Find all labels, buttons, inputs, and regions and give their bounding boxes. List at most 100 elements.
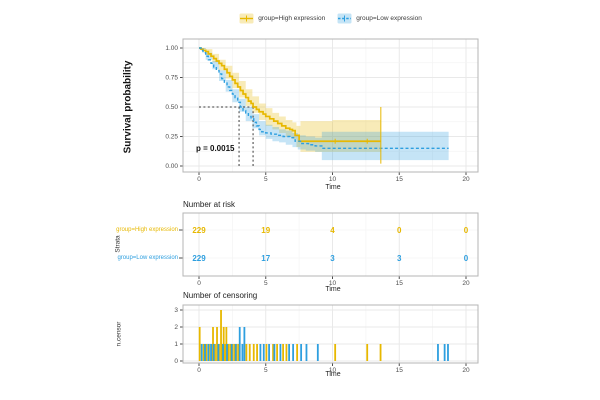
censor-bar-high bbox=[265, 344, 268, 361]
censor-bar-low bbox=[316, 344, 319, 361]
censor-bar-high bbox=[252, 344, 255, 361]
cen-ytick-label: 1 bbox=[174, 341, 178, 348]
censor-bar-high bbox=[229, 344, 232, 361]
censor-bar-low bbox=[226, 344, 228, 361]
censor-bar-high bbox=[227, 344, 230, 361]
censor-bar-low bbox=[207, 344, 210, 361]
main-ytick-label: 0.75 bbox=[165, 75, 178, 82]
main-ytick-label: 0.00 bbox=[165, 163, 178, 170]
risk-xtick-label: 10 bbox=[329, 280, 337, 287]
ci-band-high bbox=[199, 48, 381, 152]
censor-bar-low bbox=[217, 344, 220, 361]
cen-ytick-label: 0 bbox=[174, 358, 178, 365]
censor-bar-low bbox=[443, 344, 446, 361]
risk-count: 4 bbox=[330, 226, 335, 235]
strata-axis-label: Strata bbox=[114, 235, 122, 253]
risk-x-axis-label: Time bbox=[325, 286, 341, 293]
censor-bar-high bbox=[220, 310, 222, 361]
censor-bar-low bbox=[447, 344, 449, 361]
legend: group=High expression group=Low expressi… bbox=[183, 13, 478, 24]
risk-xtick-label: 0 bbox=[197, 280, 201, 287]
censor-bar-low bbox=[234, 344, 237, 361]
censor-bar-low bbox=[200, 344, 203, 361]
cen-xtick-label: 5 bbox=[264, 367, 268, 374]
main-xtick-label: 20 bbox=[462, 176, 470, 183]
main-xtick-label: 10 bbox=[329, 176, 337, 183]
risk-count: 3 bbox=[397, 254, 402, 263]
risk-xtick-label: 20 bbox=[462, 280, 470, 287]
legend-label-high: group=High expression bbox=[258, 15, 326, 22]
legend-key-low-icon bbox=[337, 13, 352, 24]
censor-bar-low bbox=[262, 344, 265, 361]
main-panel-border bbox=[182, 38, 479, 173]
censor-bar-high bbox=[282, 344, 285, 361]
risk-xtick-label: 15 bbox=[396, 280, 404, 287]
risk-xtick-label: 5 bbox=[264, 280, 268, 287]
censor-bar-low bbox=[305, 344, 308, 361]
risk-row-label-high: group=High expression bbox=[116, 227, 178, 233]
cen-xtick-label: 0 bbox=[197, 367, 201, 374]
censor-bar-high bbox=[272, 344, 274, 361]
legend-item-low: group=Low expression bbox=[337, 13, 422, 24]
main-xtick-label: 0 bbox=[197, 176, 201, 183]
censor-bar-low bbox=[279, 344, 282, 361]
censor-bar-high bbox=[233, 344, 236, 361]
censor-bar-high bbox=[296, 344, 299, 361]
censor-bar-high bbox=[379, 344, 382, 361]
censor-x-axis-label: Time bbox=[325, 371, 341, 378]
risk-count: 0 bbox=[397, 226, 402, 235]
risk-panel-border bbox=[182, 212, 479, 277]
censor-bar-low bbox=[210, 344, 212, 361]
censor-bar-low bbox=[273, 344, 276, 361]
cen-xtick-label: 20 bbox=[462, 367, 470, 374]
risk-count: 229 bbox=[192, 226, 206, 235]
censor-bar-high bbox=[366, 344, 369, 361]
risk-panel-bg bbox=[183, 213, 478, 276]
censor-bar-high bbox=[214, 344, 216, 361]
main-x-axis-label: Time bbox=[325, 184, 341, 191]
cen-panel-border bbox=[182, 304, 479, 364]
censor-bar-low bbox=[268, 344, 270, 361]
risk-count: 3 bbox=[330, 254, 335, 263]
censor-bar-high bbox=[216, 327, 218, 361]
censor-bar-high bbox=[285, 344, 288, 361]
risk-count: 0 bbox=[464, 254, 469, 263]
main-ytick-label: 1.00 bbox=[165, 45, 178, 52]
censor-bar-low bbox=[230, 344, 233, 361]
censor-bar-high bbox=[205, 344, 208, 361]
legend-key-high-icon bbox=[239, 13, 254, 24]
cen-ytick-label: 3 bbox=[174, 307, 178, 314]
censor-plot-title: Number of censoring bbox=[183, 291, 258, 300]
risk-count: 19 bbox=[261, 226, 270, 235]
main-ytick-label: 0.50 bbox=[165, 104, 178, 111]
censor-bar-high bbox=[276, 344, 278, 361]
risk-table-title: Number at risk bbox=[183, 200, 236, 209]
risk-count: 229 bbox=[192, 254, 206, 263]
censor-bar-low bbox=[437, 344, 439, 361]
main-xtick-label: 15 bbox=[396, 176, 404, 183]
main-xtick-label: 5 bbox=[264, 176, 268, 183]
risk-count: 0 bbox=[464, 226, 469, 235]
risk-row-label-low: group=Low expression bbox=[117, 255, 178, 261]
survival-probability-axis-label: Survival probability bbox=[122, 60, 134, 154]
censor-bar-low bbox=[243, 327, 246, 361]
censor-bar-high bbox=[256, 344, 258, 361]
legend-label-low: group=Low expression bbox=[356, 15, 422, 22]
censor-bar-high bbox=[202, 344, 205, 361]
cen-ytick-label: 2 bbox=[174, 324, 178, 331]
p-value-label: p = 0.0015 bbox=[196, 144, 235, 153]
censor-bar-high bbox=[198, 327, 201, 361]
km-curve-high bbox=[199, 47, 381, 143]
cen-xtick-label: 10 bbox=[329, 367, 337, 374]
risk-count: 17 bbox=[261, 254, 270, 263]
censor-bar-high bbox=[245, 344, 248, 361]
censor-bar-low bbox=[288, 344, 291, 361]
censor-bar-low bbox=[259, 344, 262, 361]
km-curve-low bbox=[199, 47, 449, 149]
legend-item-high: group=High expression bbox=[239, 13, 325, 24]
censor-bar-low bbox=[300, 344, 303, 361]
ncensor-axis-label: n.censor bbox=[115, 321, 123, 347]
main-ytick-label: 0.25 bbox=[165, 134, 178, 141]
